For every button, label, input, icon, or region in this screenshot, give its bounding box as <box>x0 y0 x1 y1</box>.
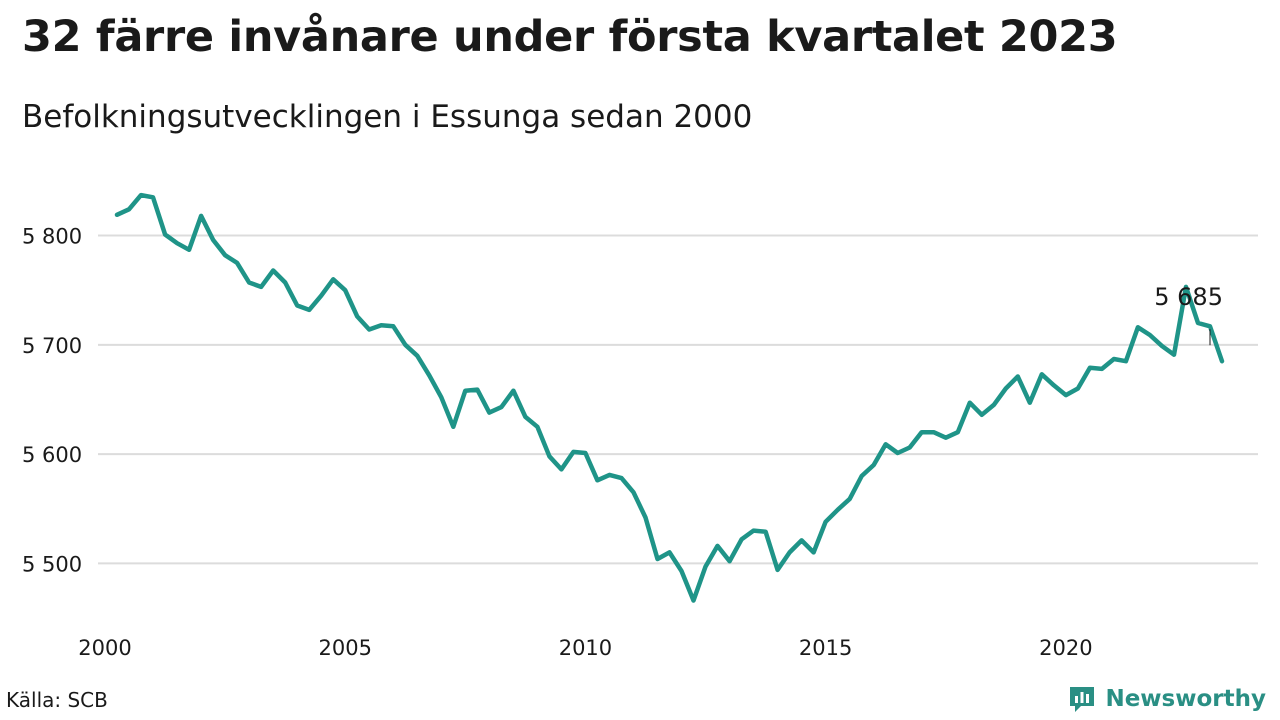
y-tick-label: 5 600 <box>22 443 82 467</box>
x-tick-label: 2015 <box>799 636 852 660</box>
x-tick-label: 2020 <box>1039 636 1092 660</box>
series-line <box>114 192 1225 603</box>
y-tick-label: 5 800 <box>22 225 82 249</box>
line-chart: 5 500 5 600 5 700 5 800 2000 2005 2010 2015 2020… <box>22 192 1258 660</box>
y-tick-label: 5 500 <box>22 552 82 576</box>
chart-title: 32 färre invånare under första kvartalet… <box>22 12 1118 62</box>
x-tick-label: 2010 <box>559 636 612 660</box>
annotation-label: 5 685 <box>1154 283 1223 311</box>
chart-subtitle: Befolkningsutvecklingen i Essunga sedan … <box>22 99 753 135</box>
y-tick-label: 5 700 <box>22 334 82 358</box>
newsworthy-logo-icon <box>1070 687 1095 712</box>
x-tick-label: 2000 <box>78 636 131 660</box>
brand-logo: Newsworthy <box>1067 684 1266 714</box>
x-tick-label: 2005 <box>318 636 371 660</box>
brand-name: Newsworthy <box>1105 686 1266 712</box>
source-note: Källa: SCB <box>6 688 108 712</box>
